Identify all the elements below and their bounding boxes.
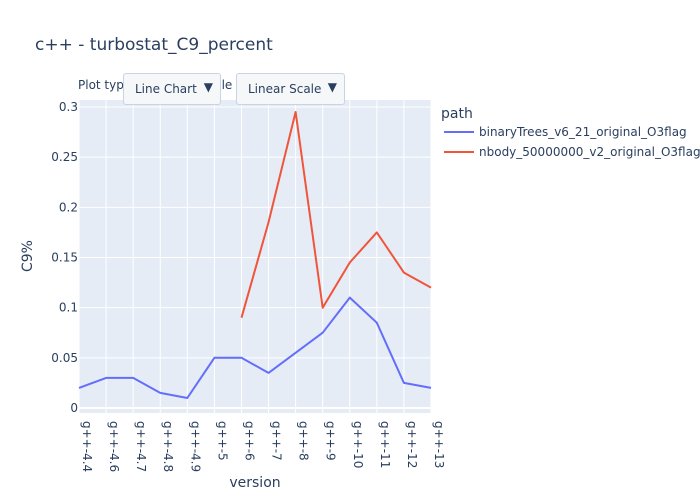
plot-area <box>79 100 431 413</box>
x-tick-label: g++-10 <box>351 421 365 468</box>
x-axis-title: version <box>229 475 280 491</box>
y-tick-label: 0.15 <box>51 251 78 265</box>
x-tick-label: g++-4.8 <box>161 421 175 472</box>
scale-value: Linear Scale <box>248 82 322 96</box>
y-tick-label: 0.05 <box>51 351 78 365</box>
y-tick-label: 0.25 <box>51 150 78 164</box>
legend-label: nbody_50000000_v2_original_O3flag <box>479 145 700 159</box>
gridlines <box>78 100 432 413</box>
plot-type-value: Line Chart <box>135 82 197 96</box>
x-tick-label: g++-4.6 <box>107 421 121 472</box>
series-line-1 <box>78 296 432 399</box>
x-tick-label: g++-4.4 <box>80 421 94 472</box>
x-tick-label: g++-6 <box>242 421 256 461</box>
x-tick-label: g++-5 <box>215 421 229 461</box>
y-tick-label: 0 <box>70 401 78 415</box>
dropdown-arrow-icon: ▼ <box>203 80 213 94</box>
dropdown-arrow-icon: ▼ <box>327 80 337 94</box>
x-tick-label: g++-13 <box>432 421 446 468</box>
plot-type-label: Plot type <box>78 78 132 92</box>
x-tick-label: g++-8 <box>297 421 311 461</box>
legend-label: binaryTrees_v6_21_original_O3flag <box>479 125 687 139</box>
legend: path binaryTrees_v6_21_original_O3flagnb… <box>441 106 700 159</box>
series-lines <box>78 111 432 399</box>
x-tick-label: g++-11 <box>378 421 392 468</box>
plot-type-dropdown[interactable]: Line Chart ▼ <box>123 73 221 105</box>
y-axis-title: C9% <box>20 240 36 272</box>
y-tick-label: 0.2 <box>59 200 78 214</box>
chart-title: c++ - turbostat_C9_percent <box>35 35 273 55</box>
x-tick-label: g++-9 <box>324 421 338 461</box>
x-tick-label: g++-7 <box>270 421 284 461</box>
series-line-2 <box>240 111 432 318</box>
legend-title: path <box>441 106 473 122</box>
x-tick-label: g++-4.7 <box>134 421 148 472</box>
scale-dropdown[interactable]: Linear Scale ▼ <box>236 73 345 105</box>
y-tick-label: 0.3 <box>59 100 78 114</box>
y-tick-label: 0.1 <box>59 301 78 315</box>
x-tick-label: g++-4.9 <box>188 421 202 472</box>
x-tick-label: g++-12 <box>405 421 419 468</box>
y-tick-labels: 0 0.05 0.1 0.15 0.2 0.25 0.3 <box>51 100 78 415</box>
x-tick-labels: g++-4.4 g++-4.6 g++-4.7 g++-4.8 g++-4.9 g++-5… <box>80 421 446 472</box>
